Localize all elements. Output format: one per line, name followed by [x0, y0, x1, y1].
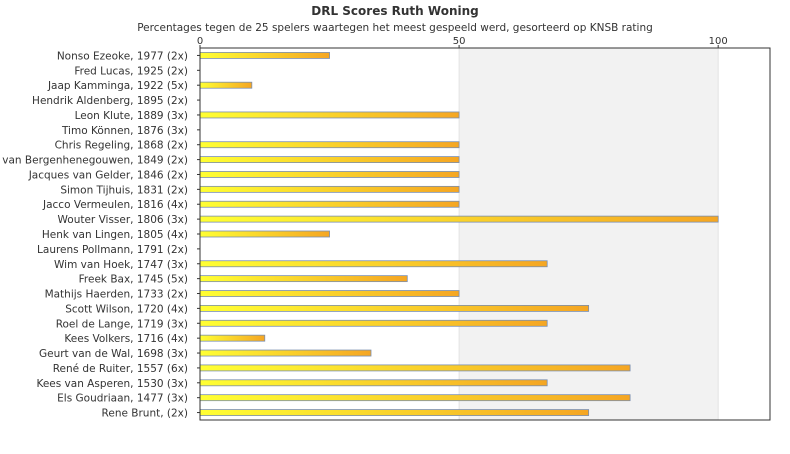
- bar: [199, 156, 460, 164]
- bar: [199, 52, 330, 59]
- bar: [199, 364, 631, 372]
- category-label: Els Goudriaan, 1477 (3x): [57, 393, 188, 405]
- bar: [199, 304, 590, 312]
- category-label: Chris Regeling, 1868 (2x): [55, 140, 188, 152]
- bars: [199, 52, 719, 416]
- category-label: Henk van Lingen, 1805 (4x): [42, 229, 188, 241]
- bar: [199, 275, 408, 283]
- y-axis-labels: Nonso Ezeoke, 1977 (2x) Fred Lucas, 1925 …: [0, 50, 200, 420]
- category-label: Nonso Ezeoke, 1977 (2x): [57, 50, 188, 62]
- bar: [199, 200, 460, 208]
- x-tick-label: 100: [709, 36, 728, 47]
- category-label: Jacco Vermeulen, 1816 (4x): [42, 199, 188, 211]
- bar: [199, 171, 460, 178]
- bar: [199, 215, 719, 223]
- bar: [199, 379, 548, 387]
- category-label: Arjen van Bergenhenegouwen, 1849 (2x): [0, 155, 188, 167]
- category-label: Jaap Kamminga, 1922 (5x): [47, 80, 188, 92]
- bar: [199, 141, 460, 149]
- category-label: Jacques van Gelder, 1846 (2x): [28, 169, 188, 181]
- category-label: Laurens Pollmann, 1791 (2x): [37, 244, 188, 256]
- category-label: Timo Können, 1876 (3x): [61, 125, 188, 137]
- plot-frame: [199, 47, 771, 421]
- bar: [199, 81, 253, 89]
- category-label: Geurt van de Wal, 1698 (3x): [39, 348, 188, 360]
- bar: [199, 111, 460, 119]
- plot-background: [458, 48, 719, 420]
- x-axis-ticks: 0 50 100: [197, 36, 728, 48]
- bar: [199, 349, 372, 357]
- bar: [199, 409, 590, 416]
- bar: [199, 290, 460, 297]
- category-label: Fred Lucas, 1925 (2x): [74, 65, 188, 77]
- chart-subtitle: Percentages tegen de 25 spelers waartege…: [137, 22, 653, 34]
- bar: [199, 334, 266, 342]
- category-label: Freek Bax, 1745 (5x): [79, 274, 188, 286]
- chart-title: DRL Scores Ruth Woning: [311, 4, 478, 18]
- category-label: René de Ruiter, 1557 (6x): [53, 363, 188, 375]
- category-label: Rene Brunt, (2x): [102, 408, 188, 420]
- category-label: Leon Klute, 1889 (3x): [75, 110, 188, 122]
- category-label: Kees van Asperen, 1530 (3x): [36, 378, 188, 390]
- bar: [199, 185, 460, 193]
- category-label: Simon Tijhuis, 1831 (2x): [60, 184, 188, 196]
- category-label: Kees Volkers, 1716 (4x): [64, 333, 188, 345]
- bar: [199, 260, 548, 268]
- category-label: Scott Wilson, 1720 (4x): [65, 303, 188, 315]
- category-label: Wim van Hoek, 1747 (3x): [54, 259, 188, 271]
- bar: [199, 319, 548, 327]
- category-label: Wouter Visser, 1806 (3x): [58, 214, 189, 226]
- x-tick-label: 0: [197, 36, 203, 47]
- category-label: Mathijs Haerden, 1733 (2x): [45, 289, 188, 301]
- x-tick-label: 50: [453, 36, 466, 47]
- category-label: Roel de Lange, 1719 (3x): [56, 318, 188, 330]
- bar: [199, 394, 631, 402]
- bar: [199, 230, 330, 238]
- category-label: Hendrik Aldenberg, 1895 (2x): [32, 95, 188, 107]
- grid-band: [459, 48, 719, 420]
